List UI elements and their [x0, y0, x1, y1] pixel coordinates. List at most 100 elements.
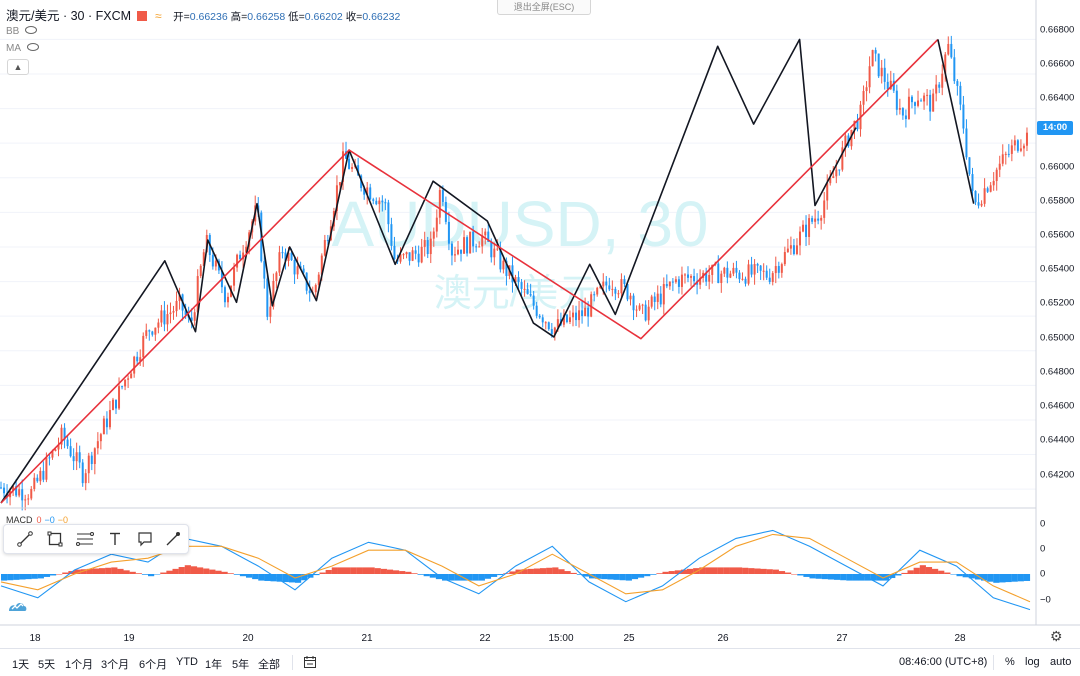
auto-toggle[interactable]: auto — [1050, 656, 1072, 668]
time-tick: 15:00 — [548, 633, 574, 644]
macd-histogram-bar — [111, 567, 118, 574]
candle-body — [39, 470, 42, 482]
candle-body — [780, 264, 783, 273]
candle-body — [30, 488, 33, 499]
range-1y[interactable]: 1年 — [205, 659, 223, 671]
macd-histogram-bar — [717, 567, 724, 574]
percent-toggle[interactable]: % — [1005, 656, 1015, 668]
symbol-label[interactable]: 澳元/美元 · 30 · FXCM — [6, 9, 132, 23]
eye-icon[interactable] — [27, 43, 39, 51]
collapse-legend-button[interactable]: ▲ — [7, 59, 29, 75]
indicator-ma[interactable]: MA — [6, 43, 39, 54]
brush-icon[interactable] — [162, 528, 184, 550]
range-all[interactable]: 全部 — [258, 659, 280, 671]
macd-histogram-bar — [760, 568, 767, 574]
settings-gear-icon[interactable]: ⚙ — [1050, 628, 1063, 644]
macd-histogram-bar — [595, 574, 602, 579]
candle-body — [293, 260, 296, 275]
candle-body — [481, 235, 484, 247]
macd-histogram-bar — [491, 574, 498, 577]
candle-body — [986, 188, 989, 192]
macd-histogram-bar — [748, 568, 755, 574]
callout-icon[interactable] — [134, 528, 156, 550]
macd-histogram-bar — [993, 574, 1000, 583]
tradingview-logo[interactable] — [8, 598, 28, 614]
candle-body — [496, 248, 499, 250]
candle-body — [950, 43, 953, 58]
candle-body — [1001, 154, 1004, 164]
macd-histogram-bar — [925, 567, 933, 574]
wave-icon[interactable]: ≈ — [155, 9, 162, 23]
macd-histogram-bar — [31, 574, 38, 579]
range-1m[interactable]: 1个月 — [65, 659, 94, 671]
time-tick: 27 — [836, 633, 848, 644]
macd-histogram-bar — [80, 569, 87, 574]
macd-histogram-bar — [858, 574, 865, 581]
candle-body — [338, 182, 341, 186]
log-toggle[interactable]: log — [1025, 656, 1040, 668]
text-icon[interactable] — [104, 528, 126, 550]
rectangle-icon[interactable] — [44, 528, 66, 550]
candle-body — [599, 286, 602, 288]
trendline-icon[interactable] — [14, 528, 36, 550]
candle-body — [523, 288, 526, 290]
candle-body — [51, 450, 54, 458]
candle-body — [12, 486, 15, 491]
macd-histogram-bar — [827, 574, 835, 580]
fib-icon[interactable] — [74, 528, 96, 550]
candle-body — [572, 312, 575, 318]
candle-body — [369, 187, 372, 200]
candle-body — [460, 249, 463, 254]
price-chart[interactable]: AUDUSD, 30 澳元/美元 — [0, 0, 1080, 648]
candle-body — [726, 267, 729, 278]
macd-histogram-bar — [834, 574, 841, 580]
candle-body — [278, 252, 281, 273]
grid — [0, 38, 1036, 490]
macd-histogram-bar — [154, 574, 161, 575]
macd-histogram-bar — [883, 574, 890, 581]
candle-body — [662, 284, 665, 305]
range-5y[interactable]: 5年 — [232, 659, 250, 671]
candle-body — [865, 87, 868, 92]
macd-histogram-bar — [852, 574, 859, 581]
ohlc-values: 开=0.66236 高=0.66258 低=0.66202 收=0.66232 — [173, 11, 400, 23]
range-3m[interactable]: 3个月 — [101, 659, 130, 671]
candle-body — [36, 477, 39, 482]
date-range-icon[interactable] — [303, 655, 317, 669]
macd-histogram-bar — [380, 568, 387, 574]
candle-body — [671, 281, 674, 283]
clock-timezone[interactable]: 08:46:00 (UTC+8) — [899, 656, 988, 668]
eye-icon[interactable] — [25, 26, 38, 34]
range-1d[interactable]: 1天 — [12, 659, 30, 671]
candle-body — [789, 245, 792, 249]
candle-body — [581, 310, 584, 317]
candle-body — [968, 157, 971, 175]
close-value: 0.66232 — [362, 11, 401, 23]
macd-legend[interactable]: MACD 0 −0 −0 — [6, 515, 69, 525]
candle-body — [683, 274, 686, 276]
candle-body — [263, 261, 266, 279]
macd-histogram-bar — [950, 574, 957, 575]
candle-body — [550, 329, 553, 335]
price-tick: 0.64600 — [1040, 400, 1075, 412]
range-5d[interactable]: 5天 — [38, 659, 56, 671]
macd-histogram-bar — [754, 568, 761, 574]
range-6m[interactable]: 6个月 — [139, 659, 168, 671]
macd-histogram-bar — [668, 571, 675, 574]
candle-body — [741, 278, 744, 280]
candle-body — [99, 434, 102, 442]
candle-body — [469, 231, 472, 254]
range-ytd[interactable]: YTD — [176, 656, 198, 668]
candle-body — [1007, 153, 1010, 155]
candle-body — [805, 224, 808, 237]
macd-histogram-bar — [117, 568, 124, 574]
flag-icon[interactable] — [137, 11, 148, 21]
macd-histogram-bar — [429, 574, 436, 578]
candle-body — [432, 231, 435, 239]
macd-histogram-bar — [350, 567, 357, 574]
candle-body — [926, 94, 929, 96]
indicator-bb[interactable]: BB — [6, 26, 38, 37]
exit-fullscreen-button[interactable]: 退出全屏(ESC) — [497, 0, 591, 15]
macd-histogram-bar — [1023, 574, 1031, 581]
candle-body — [544, 322, 547, 324]
